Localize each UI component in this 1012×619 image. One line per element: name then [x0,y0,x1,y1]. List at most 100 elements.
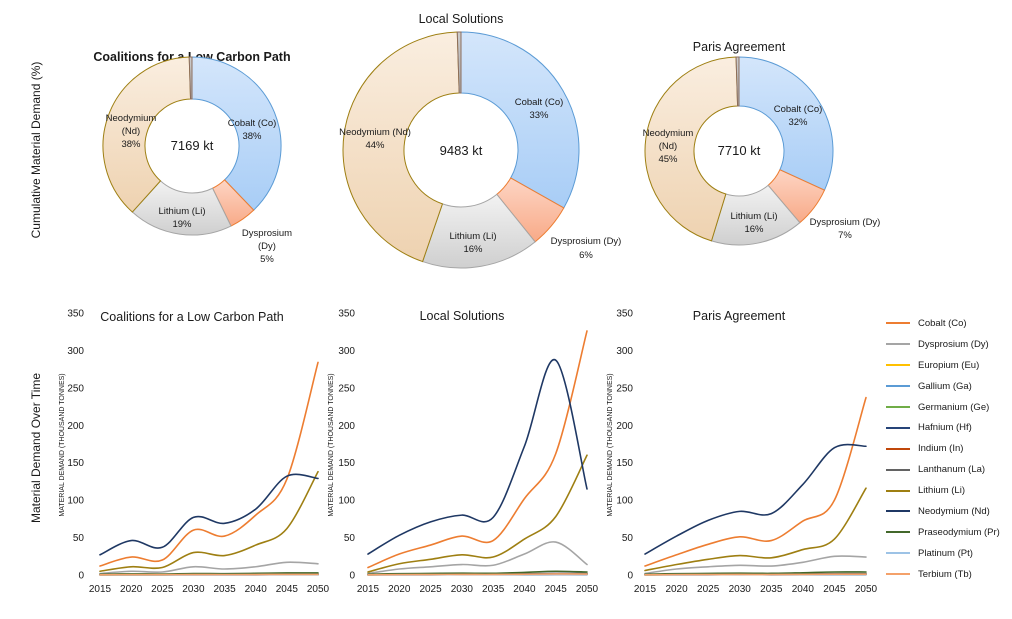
series-line-dysprosium [368,542,587,574]
slice-label-dysprosium: Dysprosium (Dy) 7% [810,217,881,241]
legend-swatch [886,427,910,429]
y-tick-label: 300 [67,346,84,357]
y-tick-label: 50 [73,533,85,544]
series-line-terbium [368,574,587,575]
legend-swatch [886,469,910,471]
donut-title: Local Solutions [419,12,504,26]
y-tick-label: 350 [67,309,84,320]
slice-label-line: Cobalt (Co) [228,118,277,129]
x-tick-label: 2030 [182,584,205,595]
y-tick-label: 100 [338,496,355,507]
legend-item-gallium: Gallium (Ga) [886,376,1010,397]
slice-percent: 38% [121,139,141,150]
y-tick-label: 350 [338,309,355,320]
legend-swatch [886,573,910,575]
donut-chart-paris-agreement: Paris Agreement 7710 kt Cobalt (Co) 32% … [643,40,881,245]
legend-label: Platinum (Pt) [918,548,973,559]
y-tick-label: 100 [616,496,633,507]
donut-center-label: 9483 kt [440,143,483,158]
slice-percent: 44% [365,140,385,151]
line-chart-coalitions: Coalitions for a Low Carbon Path MATERIA… [59,309,330,596]
legend-swatch [886,490,910,492]
slice-label-line: (Nd) [122,126,140,137]
y-tick-label: 150 [338,458,355,469]
line-chart-local-solutions: Local Solutions MATERIAL DEMAND (THOUSAN… [328,309,599,596]
x-tick-label: 2030 [451,584,474,595]
legend-label: Cobalt (Co) [918,318,967,329]
legend: Cobalt (Co) Dysprosium (Dy) Europium (Eu) G… [886,313,1010,585]
slice-percent: 5% [260,254,274,265]
y-tick-label: 350 [616,309,633,320]
y-tick-label: 0 [627,571,633,582]
series-line-lithium [645,488,866,570]
slice-label-line: Dysprosium (Dy) [810,217,881,228]
y-tick-label: 0 [349,571,355,582]
line-chart-title: Local Solutions [420,309,505,323]
x-tick-label: 2040 [792,584,815,595]
legend-swatch [886,510,910,512]
x-tick-label: 2045 [276,584,299,595]
legend-swatch [886,406,910,408]
y-tick-label: 200 [338,421,355,432]
legend-item-lithium: Lithium (Li) [886,480,1010,501]
y-tick-label: 200 [67,421,84,432]
line-chart-title: Paris Agreement [693,309,786,323]
slice-percent: 7% [838,230,852,241]
donut-slice-cobalt [461,32,579,208]
y-axis-label: MATERIAL DEMAND (THOUSAND TONNES) [328,373,335,516]
legend-label: Praseodymium (Pr) [918,527,1000,538]
y-tick-label: 300 [338,346,355,357]
legend-item-cobalt: Cobalt (Co) [886,313,1010,334]
x-tick-label: 2020 [388,584,411,595]
legend-label: Hafnium (Hf) [918,422,972,433]
x-tick-label: 2015 [634,584,657,595]
x-tick-label: 2040 [245,584,268,595]
legend-swatch [886,552,910,554]
series-lines [100,362,318,574]
row-label-over-time: Material Demand Over Time [29,373,43,523]
slice-label-line: Neodymium [106,113,157,124]
y-tick-label: 150 [616,458,633,469]
legend-swatch [886,448,910,450]
series-line-terbium [645,574,866,575]
donut-chart-local-solutions: Local Solutions 9483 kt Cobalt (Co) 33% … [339,12,621,268]
x-tick-label: 2050 [855,584,878,595]
slice-label-line: Lithium (Li) [450,231,497,242]
legend-label: Germanium (Ge) [918,402,989,413]
slice-percent: 45% [658,154,678,165]
series-lines [645,398,866,575]
donut-slice-neodymium [103,57,191,212]
x-tick-label: 2015 [89,584,112,595]
legend-item-indium: Indium (In) [886,438,1010,459]
slice-label-line: Neodymium (Nd) [339,127,411,138]
legend-item-lanthanum: Lanthanum (La) [886,459,1010,480]
y-tick-label: 150 [67,458,84,469]
y-tick-label: 50 [344,533,356,544]
slice-label-line: Cobalt (Co) [515,97,564,108]
legend-item-dysprosium: Dysprosium (Dy) [886,334,1010,355]
legend-item-germanium: Germanium (Ge) [886,397,1010,418]
x-tick-label: 2035 [482,584,505,595]
legend-label: Neodymium (Nd) [918,506,990,517]
slice-label-line: Dysprosium (Dy) [551,236,622,247]
legend-label: Terbium (Tb) [918,569,972,580]
row-label-cumulative: Cumulative Material Demand (%) [29,62,43,239]
x-tick-label: 2045 [545,584,568,595]
x-tick-label: 2050 [307,584,330,595]
slice-label-line: Lithium (Li) [731,211,778,222]
slice-percent: 19% [172,219,192,230]
series-line-cobalt [100,362,318,566]
y-axis-label: MATERIAL DEMAND (THOUSAND TONNES) [607,373,614,516]
y-axis-label: MATERIAL DEMAND (THOUSAND TONNES) [59,373,66,516]
donut-title: Paris Agreement [693,40,786,54]
y-tick-label: 250 [616,383,633,394]
legend-label: Europium (Eu) [918,360,979,371]
series-line-cobalt [368,331,587,568]
slice-percent: 16% [463,244,483,255]
legend-swatch [886,322,910,324]
series-lines [368,331,587,575]
